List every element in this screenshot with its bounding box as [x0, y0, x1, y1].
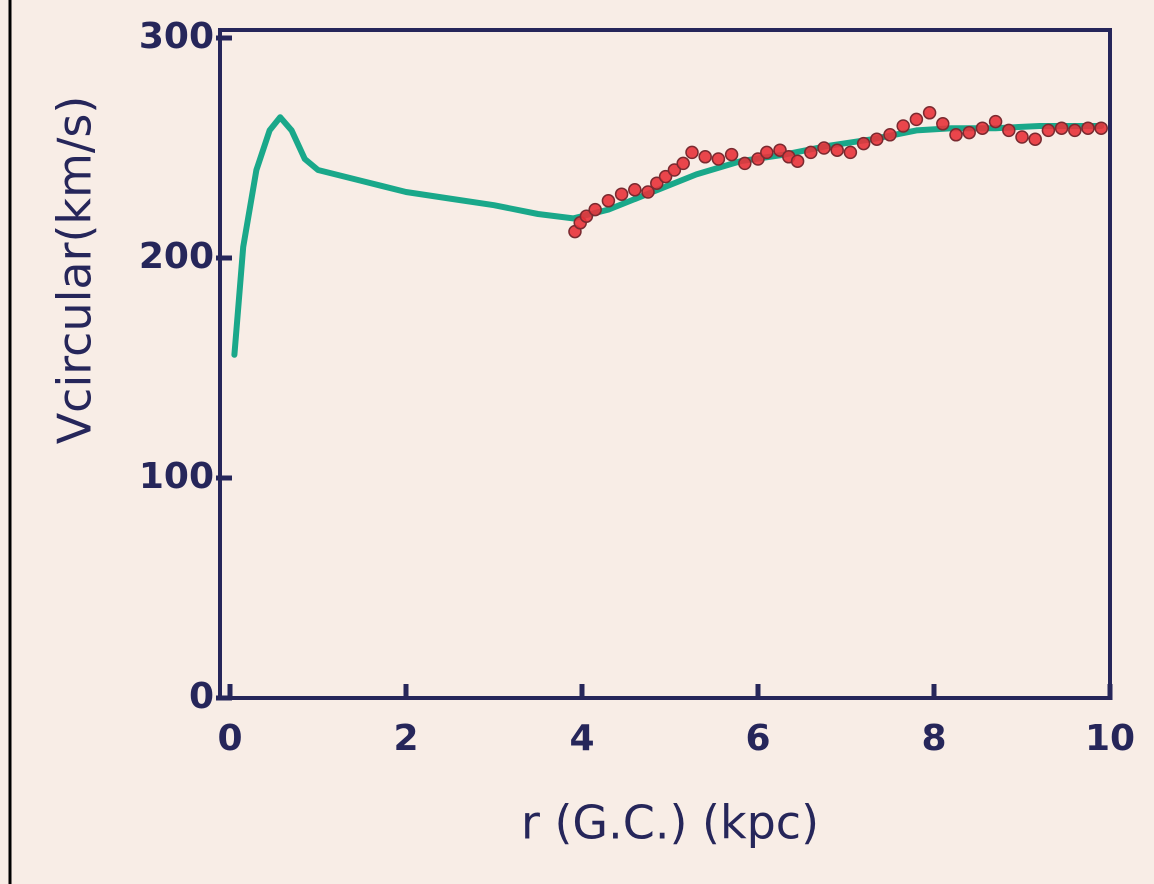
data-point	[724, 147, 739, 162]
data-point	[667, 163, 682, 177]
data-point	[856, 136, 871, 151]
data-point	[641, 185, 655, 199]
data-point	[883, 128, 897, 142]
data-point	[1028, 132, 1042, 146]
data-point	[936, 117, 950, 131]
rotation-curve	[231, 114, 1105, 358]
data-point	[685, 145, 699, 160]
data-point	[1068, 123, 1082, 138]
x-tick-label: 0	[217, 718, 242, 759]
data-point	[988, 114, 1003, 129]
data-point	[949, 128, 963, 142]
x-tick-label: 2	[393, 718, 418, 759]
data-point	[830, 143, 844, 157]
data-point	[975, 121, 990, 135]
data-point	[650, 176, 664, 190]
data-point	[804, 145, 818, 160]
data-point	[843, 145, 858, 160]
data-point	[698, 150, 712, 164]
data-point	[1094, 121, 1108, 135]
data-point	[658, 169, 673, 184]
data-point	[922, 106, 937, 120]
data-point	[1015, 130, 1029, 144]
data-point	[1054, 121, 1069, 135]
data-point	[614, 187, 629, 201]
x-tick-label: 10	[1085, 718, 1135, 759]
data-point	[588, 202, 602, 217]
data-point	[962, 125, 976, 140]
data-point	[676, 156, 690, 171]
x-axis-title: r (G.C.) (kpc)	[521, 796, 819, 850]
y-axis-title: Vcircular(km/s)	[48, 96, 102, 445]
y-tick-label: 200	[139, 236, 214, 277]
data-point	[773, 143, 787, 157]
x-tick-label: 6	[745, 718, 770, 759]
data-point	[1081, 121, 1095, 135]
data-point	[896, 119, 910, 133]
data-point	[870, 132, 884, 146]
y-tick-label: 100	[139, 456, 214, 497]
data-point	[760, 145, 774, 160]
data-point	[909, 112, 924, 127]
data-point	[579, 209, 594, 223]
data-point	[738, 156, 752, 171]
data-point	[751, 152, 765, 166]
data-point	[817, 141, 831, 155]
data-point	[711, 152, 726, 166]
plot-frame	[218, 28, 1112, 700]
x-tick-label: 8	[921, 718, 946, 759]
data-point	[628, 183, 642, 197]
x-tick-label: 4	[569, 718, 594, 759]
data-point	[1002, 123, 1016, 138]
data-point	[601, 194, 616, 208]
y-tick-label: 0	[189, 676, 214, 717]
y-tick-label: 300	[139, 16, 214, 57]
data-point	[790, 154, 805, 168]
data-point	[1041, 123, 1056, 138]
